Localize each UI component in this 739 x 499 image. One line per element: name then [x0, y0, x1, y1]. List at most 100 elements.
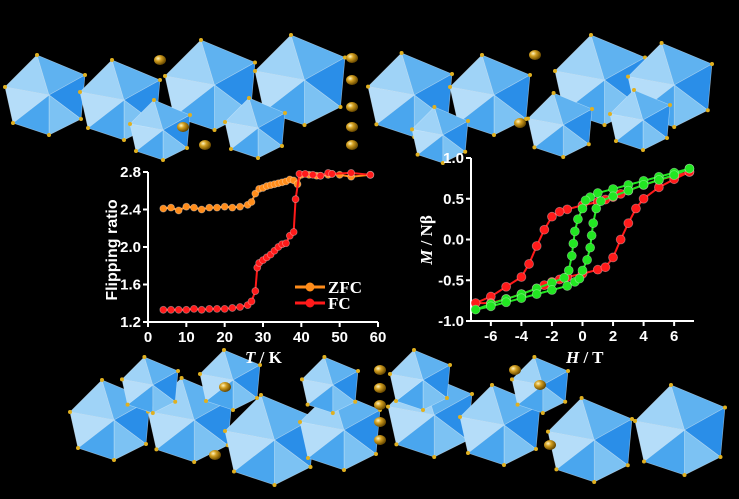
vertex-atom [342, 468, 346, 472]
y-axis-variable: M [417, 249, 436, 266]
vertex-atom [302, 123, 307, 127]
metal-sphere [509, 365, 521, 375]
x-tick-label: -2 [545, 328, 558, 345]
vertex-atom [338, 105, 343, 109]
vertex-atom [300, 377, 304, 382]
data-point [167, 203, 175, 212]
polyhedron-face [411, 129, 444, 156]
data-point [539, 224, 550, 235]
vertex-atom [602, 123, 607, 127]
octahedron-top [3, 53, 87, 137]
vertex-atom [253, 69, 257, 73]
vertex-atom [532, 355, 537, 359]
vertex-atom [122, 138, 126, 142]
polyhedron-face [527, 118, 564, 148]
y-tick-label: -1.0 [438, 313, 464, 330]
vertex-atom [11, 121, 15, 125]
data-point [566, 250, 577, 261]
vertex-atom [128, 122, 132, 126]
metal-sphere [219, 382, 231, 392]
legend-label: ZFC [328, 278, 362, 297]
data-point [623, 218, 634, 229]
vertex-atom [199, 38, 203, 42]
polyhedron-face [224, 121, 259, 150]
vertex-atom [272, 483, 277, 487]
vertex-atom [110, 58, 114, 62]
data-point [236, 202, 244, 211]
vertex-atom [152, 98, 156, 102]
octahedron-top [608, 88, 672, 152]
vertex-atom [412, 348, 416, 352]
vertex-atom [247, 96, 251, 100]
data-point [366, 170, 375, 179]
octahedron-top [128, 98, 192, 162]
vertex-atom [448, 363, 452, 367]
polyhedron-face [634, 420, 686, 463]
vertex-atom [608, 112, 612, 116]
data-point [167, 305, 175, 314]
y-axis-label: M / Nβ [417, 215, 436, 266]
x-axis-unit: / T [579, 348, 604, 367]
octahedron-bottom [633, 383, 727, 477]
metal-sphere [544, 440, 556, 450]
vertex-atom [589, 33, 593, 37]
polyhedron-face [389, 373, 424, 402]
data-point [213, 203, 221, 212]
polyhedron-face [224, 430, 276, 473]
vertex-atom [718, 455, 723, 459]
data-point [559, 272, 570, 283]
polyhedron-face [164, 75, 216, 118]
data-point [524, 259, 534, 269]
vertex-atom [253, 60, 257, 65]
vertex-atom [553, 69, 557, 73]
data-point [228, 203, 237, 212]
y-axis-unit: / Nβ [417, 215, 436, 250]
vertex-atom [255, 396, 259, 400]
x-tick-label: -4 [515, 328, 529, 345]
vertex-atom [86, 126, 90, 130]
vertex-atom [173, 399, 178, 404]
polyhedron-face [129, 123, 164, 152]
vertex-atom [356, 369, 360, 373]
metal-sphere [374, 435, 386, 445]
vertex-atom [112, 458, 116, 462]
vertex-atom [185, 146, 189, 150]
vertex-atom [330, 411, 335, 415]
data-point [638, 193, 649, 204]
vertex-atom [322, 355, 327, 359]
vertex-atom [659, 41, 664, 45]
vertex-atom [592, 480, 597, 484]
vertex-atom [223, 120, 227, 124]
data-point [638, 179, 649, 190]
data-point [531, 241, 542, 251]
vertex-atom [665, 136, 669, 140]
vertex-atom [632, 88, 636, 92]
data-point [516, 272, 527, 282]
y-axis-label: Flipping ratio [104, 199, 121, 301]
data-point [615, 234, 626, 245]
vertex-atom [256, 156, 260, 160]
y-tick-label: -0.5 [438, 272, 464, 289]
octahedron-top [526, 91, 594, 159]
data-point [531, 289, 542, 300]
vertex-atom [259, 393, 263, 397]
data-point [586, 230, 597, 241]
vertex-atom [546, 429, 550, 434]
vertex-atom [394, 399, 398, 403]
vertex-atom [353, 399, 358, 404]
vertex-atom [222, 348, 226, 352]
data-point [516, 293, 527, 304]
x-tick-label: 10 [178, 329, 195, 346]
vertex-atom [710, 62, 714, 66]
data-point [236, 303, 244, 311]
polyhedron-face [69, 411, 115, 449]
vertex-atom [528, 73, 532, 77]
polyhedron-face [609, 113, 644, 142]
vertex-atom [448, 85, 452, 89]
vertex-atom [47, 133, 51, 137]
data-point [291, 195, 300, 204]
data-point [308, 170, 317, 179]
data-point [574, 273, 585, 284]
x-tick-label: 50 [331, 329, 348, 346]
vertex-atom [79, 117, 83, 121]
